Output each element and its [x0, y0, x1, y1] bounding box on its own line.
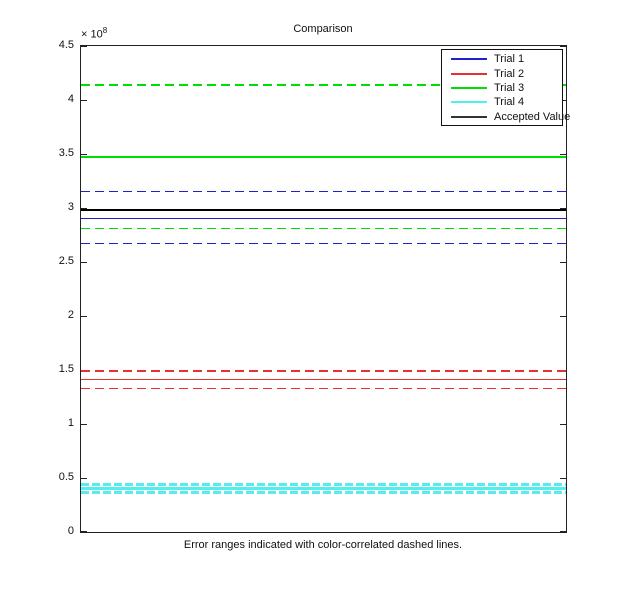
legend-entry-trial-1: Trial 1	[442, 52, 562, 66]
y-tick-mark	[560, 315, 566, 317]
y-axis-exponent-label: × 108	[81, 26, 107, 41]
legend: Trial 1 Trial 2 Trial 3 Trial 4 Accepted Val…	[441, 49, 570, 126]
y-tick-mark	[81, 99, 87, 101]
plot-area	[80, 45, 567, 533]
line-trial-3-lower-error	[81, 227, 566, 230]
legend-line-sample	[451, 101, 487, 104]
y-tick-mark	[560, 369, 566, 371]
legend-line-sample	[451, 72, 487, 75]
y-tick-label: 1.5	[58, 362, 74, 375]
y-tick-mark	[560, 477, 566, 479]
y-tick-mark	[560, 46, 566, 47]
y-tick-mark	[560, 531, 566, 532]
y-tick-mark	[81, 531, 87, 532]
y-axis-exponent-base: × 10	[81, 28, 103, 41]
y-tick-label: 0	[67, 524, 74, 537]
line-trial-2-upper-error	[81, 370, 566, 372]
line-trial-4-lower-error	[81, 490, 566, 494]
y-tick-label: 2	[67, 308, 74, 321]
y-tick-mark	[81, 369, 87, 371]
y-tick-mark	[81, 423, 87, 425]
y-tick-mark	[560, 99, 566, 101]
legend-label: Trial 2	[494, 67, 525, 80]
y-tick-mark	[81, 46, 87, 47]
legend-label: Trial 3	[494, 81, 525, 94]
y-tick-mark	[560, 153, 566, 155]
y-tick-mark	[81, 315, 87, 317]
y-tick-label: 0.5	[58, 470, 74, 483]
line-trial-4	[81, 486, 566, 490]
legend-entry-accepted-value: Accepted Value	[442, 110, 570, 124]
line-trial-1-lower-error	[81, 242, 566, 245]
y-tick-label: 3.5	[58, 146, 74, 159]
legend-entry-trial-2: Trial 2	[442, 66, 562, 80]
legend-line-sample	[451, 115, 487, 118]
line-trial-3-upper-error	[81, 83, 566, 86]
line-trial-1-upper-error	[81, 191, 566, 193]
y-tick-label: 3	[67, 200, 74, 213]
legend-entry-trial-4: Trial 4	[442, 95, 562, 109]
y-tick-mark	[560, 261, 566, 263]
y-tick-label: 1	[67, 416, 74, 429]
line-trial-1	[81, 218, 566, 220]
y-tick-mark	[81, 207, 87, 209]
y-tick-mark	[560, 207, 566, 209]
y-tick-mark	[81, 153, 87, 155]
y-tick-mark	[560, 423, 566, 425]
chart-title: Comparison	[293, 23, 353, 35]
y-tick-label: 4	[67, 92, 74, 105]
legend-label: Trial 4	[494, 96, 525, 109]
legend-entry-trial-3: Trial 3	[442, 81, 562, 95]
line-trial-3	[81, 156, 566, 159]
legend-line-sample	[451, 58, 487, 61]
line-trial-2-lower-error	[81, 387, 566, 390]
line-accepted-value	[81, 209, 566, 211]
legend-label: Trial 1	[494, 53, 525, 66]
y-tick-mark	[81, 477, 87, 479]
y-tick-mark	[81, 261, 87, 263]
legend-label: Accepted Value	[494, 110, 571, 123]
y-tick-label: 2.5	[58, 254, 74, 267]
legend-line-sample	[451, 86, 487, 89]
x-axis-label: Error ranges indicated with color-correl…	[183, 539, 463, 551]
y-tick-label: 4.5	[58, 38, 74, 51]
line-trial-4-upper-error	[81, 482, 566, 486]
line-trial-2	[81, 379, 566, 381]
y-axis-exponent-power: 8	[102, 26, 108, 35]
